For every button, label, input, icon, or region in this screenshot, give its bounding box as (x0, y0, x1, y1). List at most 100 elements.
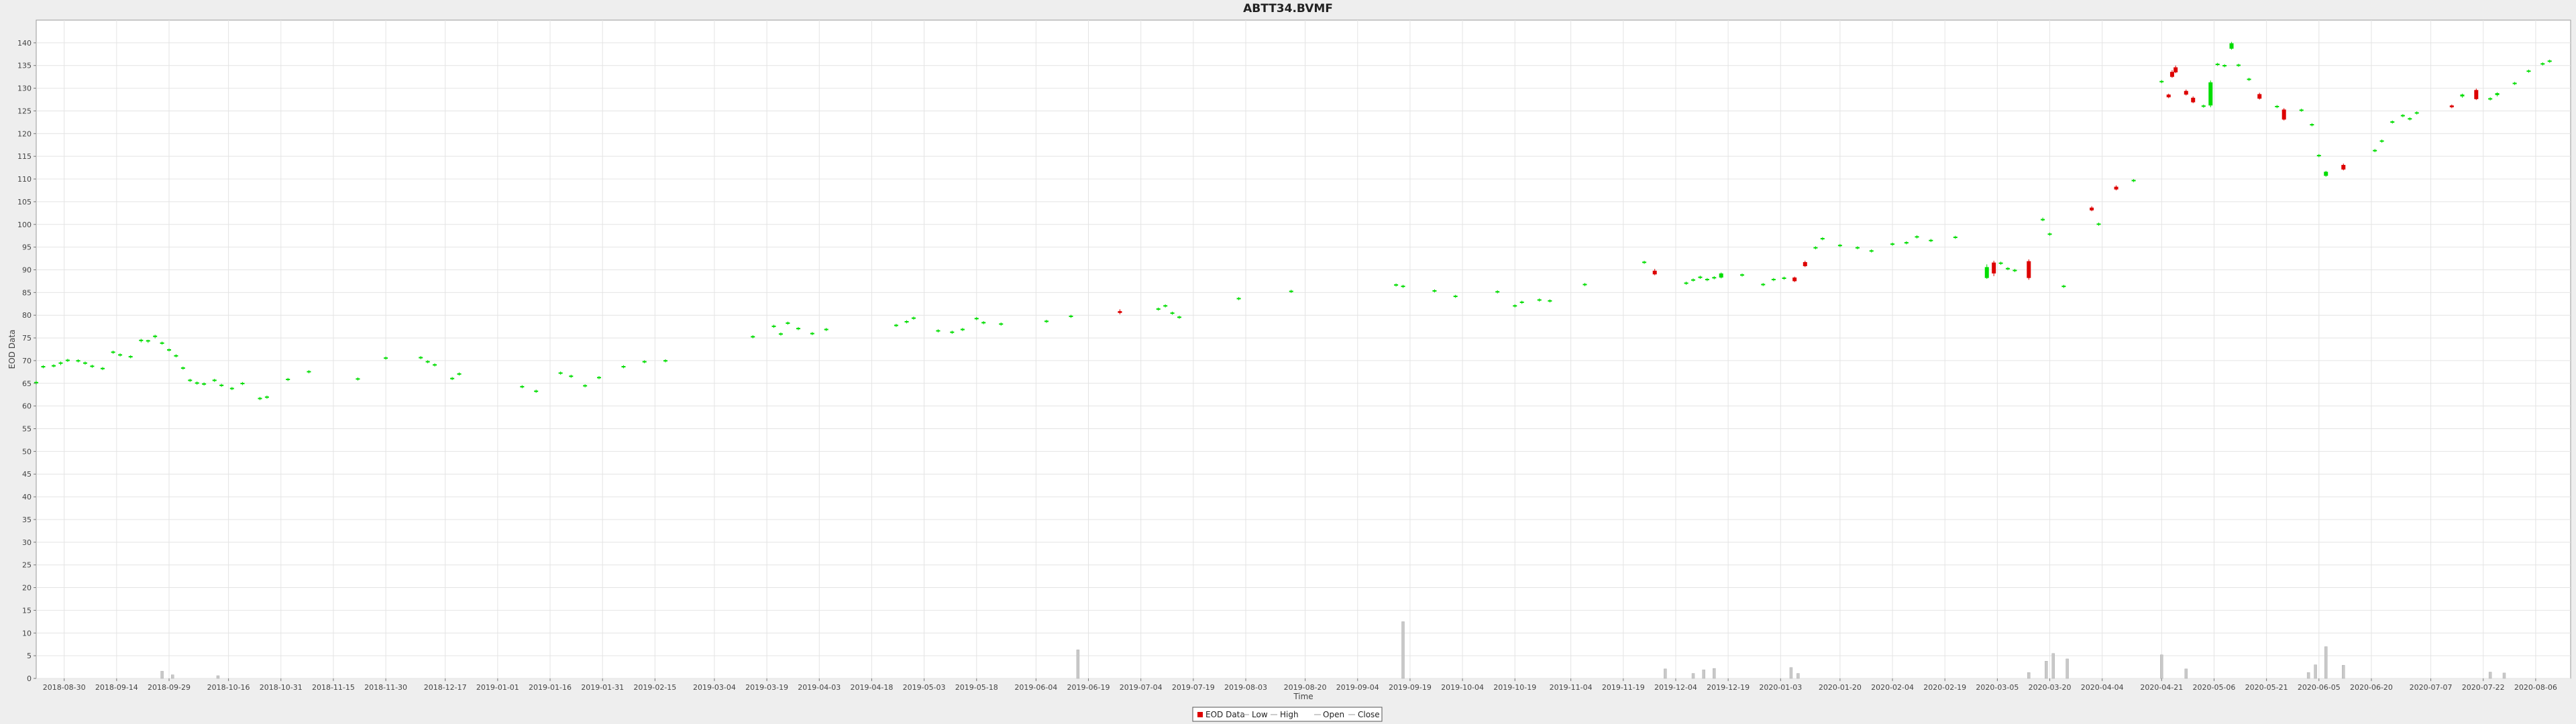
candle (2114, 185, 2118, 190)
candle (2208, 80, 2213, 108)
y-tick-label: 15 (22, 606, 32, 615)
x-tick-label: 2019-06-04 (1014, 683, 1057, 692)
candle (286, 377, 290, 381)
candle (2215, 62, 2220, 66)
candle-body (2449, 105, 2454, 108)
volume-bar (1664, 668, 1667, 679)
candle (264, 396, 269, 399)
candle-body (83, 362, 87, 364)
candle-body (65, 359, 70, 361)
candle-body (240, 383, 245, 385)
candle (2047, 232, 2052, 236)
candle-body (1652, 270, 1657, 275)
y-tick-label: 120 (17, 129, 32, 138)
candle (1998, 261, 2003, 265)
candle (569, 374, 574, 378)
candle-body (2061, 286, 2066, 288)
candle-body (2131, 180, 2136, 182)
candle-body (981, 322, 986, 324)
candle-body (1118, 311, 1122, 313)
x-tick-label: 2019-09-04 (1336, 683, 1379, 692)
candle-body (786, 322, 790, 324)
candle (1495, 290, 1500, 294)
candle (118, 353, 123, 357)
candle (1739, 273, 1744, 277)
candle-body (1929, 239, 1933, 241)
candle (1582, 283, 1587, 286)
x-tick-label: 2020-02-04 (1871, 683, 1914, 692)
candle-body (2096, 223, 2101, 225)
x-tick-label: 2019-11-19 (1602, 683, 1645, 692)
candle-body (2512, 82, 2517, 84)
candle-body (1890, 243, 1895, 245)
candle-body (1548, 300, 1552, 302)
candle-body (2257, 94, 2262, 99)
y-tick-label: 80 (22, 311, 32, 320)
candle-body (2191, 97, 2196, 103)
candle (1401, 284, 1405, 288)
candle (195, 381, 199, 385)
candle-body (974, 318, 979, 320)
volume-bar (2065, 658, 2069, 679)
candle (1929, 239, 1933, 243)
candle (1519, 300, 1524, 304)
candle-body (419, 357, 423, 359)
y-tick-label: 25 (22, 561, 32, 570)
x-tick-label: 2019-09-19 (1389, 683, 1432, 692)
candle (34, 380, 38, 385)
candle (2449, 104, 2454, 109)
candle-body (2282, 109, 2286, 120)
candle-body (1998, 262, 2003, 264)
candle (1118, 309, 1122, 314)
candle-body (1289, 290, 1293, 292)
x-tick-label: 2020-07-22 (2462, 683, 2505, 692)
y-tick-label: 90 (22, 265, 32, 274)
candle (2090, 206, 2094, 212)
candle (786, 321, 790, 325)
volume-bar (2488, 672, 2492, 679)
candle-body (1782, 277, 1786, 279)
x-tick-label: 2019-10-19 (1493, 683, 1536, 692)
x-tick-label: 2019-04-03 (798, 683, 841, 692)
candle (2282, 108, 2286, 121)
candle (1719, 272, 1723, 279)
x-tick-label: 2020-06-20 (2350, 683, 2393, 692)
candle-body (751, 336, 755, 338)
candle (167, 348, 172, 352)
candle (2174, 65, 2178, 74)
candle (2229, 42, 2234, 50)
candle-body (1705, 279, 1709, 281)
candle (1712, 276, 1717, 280)
candle (2191, 96, 2196, 103)
y-tick-label: 110 (17, 175, 32, 184)
candle (2006, 267, 2010, 271)
candle (1813, 246, 1818, 250)
candle (663, 359, 667, 363)
candle (111, 351, 115, 354)
candle (904, 320, 909, 324)
volume-bar (160, 670, 164, 679)
candle (153, 335, 158, 339)
candle (258, 397, 262, 400)
candle-body (1792, 277, 1797, 282)
x-tick-label: 2020-03-05 (1976, 683, 2019, 692)
candle-body (118, 354, 123, 356)
candle (1236, 297, 1241, 300)
candle (90, 365, 95, 368)
x-tick-label: 2020-01-20 (1819, 683, 1862, 692)
y-tick-label: 35 (22, 516, 32, 524)
candle-body (1869, 250, 1874, 252)
candle-body (1432, 290, 1437, 292)
candle-body (1394, 284, 1399, 286)
legend-label-low: Low (1252, 710, 1268, 719)
candle (1992, 260, 1996, 276)
candle-body (2208, 82, 2213, 106)
candle-body (2090, 207, 2094, 210)
candle (1792, 276, 1797, 282)
candle (2027, 259, 2031, 280)
candle-body (520, 385, 525, 387)
candle (240, 381, 245, 385)
x-tick-label: 2020-08-06 (2514, 683, 2557, 692)
candle (1984, 264, 1989, 280)
candle (58, 361, 63, 365)
